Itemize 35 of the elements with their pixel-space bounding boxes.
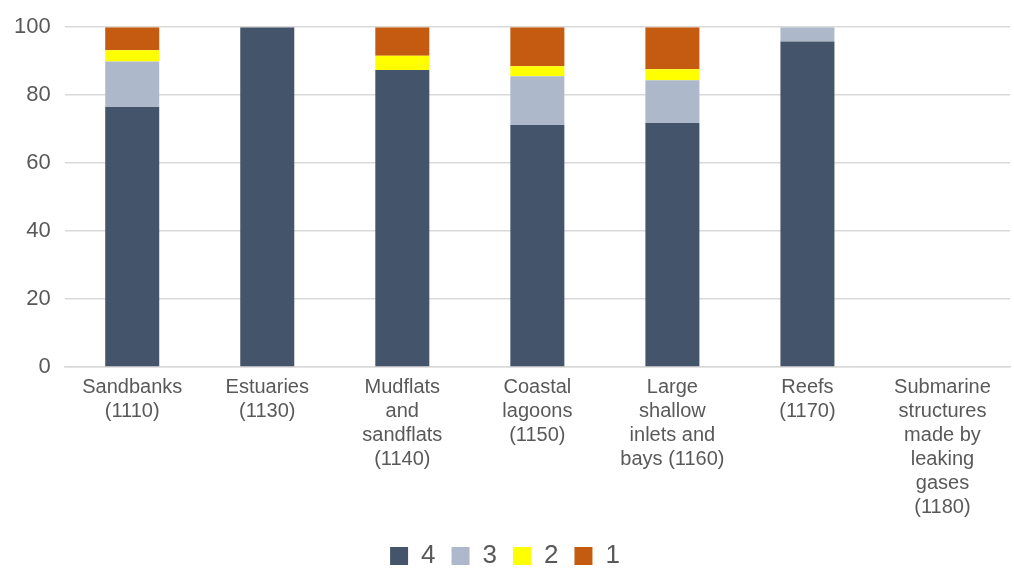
bar <box>105 50 160 62</box>
legend-label: 2 <box>544 539 559 570</box>
bar <box>105 27 160 51</box>
bar <box>780 41 835 367</box>
y-tick-label: 20 <box>26 285 51 311</box>
y-tick-label: 60 <box>26 149 51 175</box>
bar <box>645 69 700 81</box>
bar <box>510 66 565 77</box>
bar <box>510 76 565 126</box>
x-tick-label: Estuaries (1130) <box>225 374 309 421</box>
bar <box>780 27 835 42</box>
bar <box>105 61 160 108</box>
x-tick-label: Large shallow inlets and bays (1160) <box>620 374 725 469</box>
bar <box>645 80 700 124</box>
bar <box>510 27 565 67</box>
legend-label: 3 <box>482 539 498 570</box>
bar <box>510 125 565 367</box>
bar <box>375 27 430 56</box>
y-tick-label: 40 <box>26 217 51 243</box>
bar <box>375 55 430 71</box>
bar <box>240 27 295 367</box>
x-tick-label: Mudflats and sandflats (1140) <box>362 374 443 469</box>
bar <box>645 123 700 367</box>
bar <box>105 107 160 367</box>
x-tick-label: Reefs (1170) <box>779 374 836 421</box>
y-tick-label: 0 <box>38 353 51 379</box>
x-tick-label: Submarine structures made by leaking gases (1180) <box>894 374 991 517</box>
x-tick-label: Coastal lagoons (1150) <box>502 374 573 445</box>
y-tick-label: 80 <box>26 81 51 107</box>
x-tick-label: Sandbanks (1110) <box>82 374 183 421</box>
legend-label: 1 <box>605 539 620 570</box>
bar <box>375 70 430 367</box>
y-tick-label: 100 <box>13 13 51 39</box>
bar <box>645 27 700 70</box>
legend-label: 4 <box>421 539 436 570</box>
